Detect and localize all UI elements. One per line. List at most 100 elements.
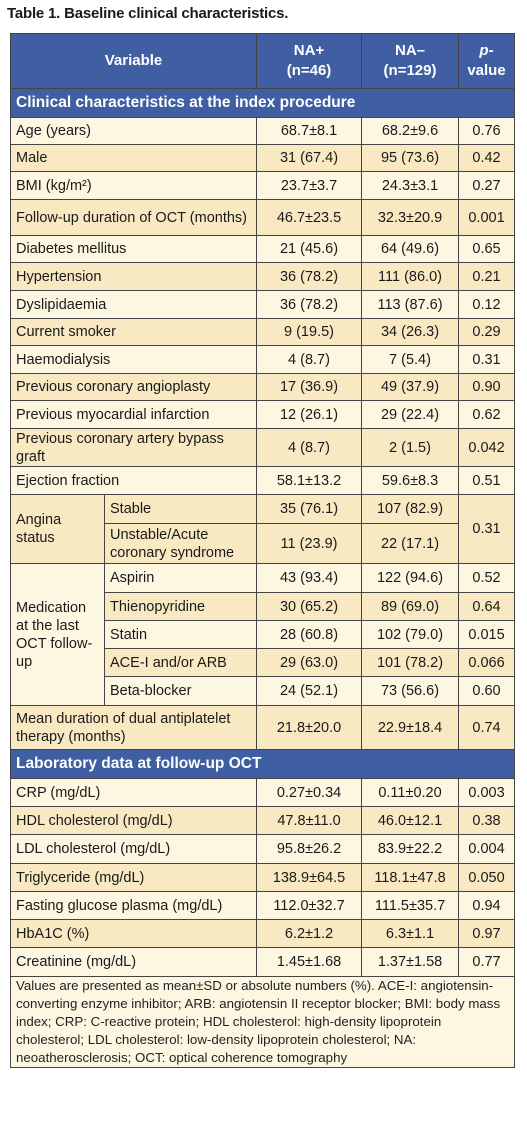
table-row: Diabetes mellitus 21 (45.6) 64 (49.6) 0.65 (9, 235, 516, 263)
p-value: 0.015 (458, 620, 516, 649)
table-row: Male 31 (67.4) 95 (73.6) 0.42 (9, 144, 516, 172)
na-plus-value: 112.0±32.7 (256, 891, 363, 920)
na-plus-value: 1.45±1.68 (256, 947, 363, 977)
table-row: Creatinine (mg/dL) 1.45±1.68 1.37±1.58 0.77 (9, 947, 516, 977)
na-plus-value: 6.2±1.2 (256, 919, 363, 948)
p-value: 0.60 (458, 676, 516, 706)
na-minus-value: 83.9±22.2 (361, 834, 460, 864)
header-na-minus: NA– (n=129) (361, 33, 460, 89)
na-minus-value: 7 (5.4) (361, 345, 460, 374)
row-label: Aspirin (103, 563, 258, 593)
row-label: Diabetes mellitus (9, 235, 258, 263)
table-row: HDL cholesterol (mg/dL) 47.8±11.0 46.0±12.… (9, 806, 516, 835)
row-label: ACE-I and/or ARB (103, 648, 258, 677)
p-value: 0.62 (458, 400, 516, 429)
table-row: Previous myocardial infarction 12 (26.1) 2… (9, 400, 516, 429)
na-minus-value: 113 (87.6) (361, 290, 460, 319)
row-label: Fasting glucose plasma (mg/dL) (9, 891, 258, 920)
na-plus-value: 31 (67.4) (256, 144, 363, 172)
row-label: Previous myocardial infarction (9, 400, 258, 429)
row-label: Mean duration of dual antiplatelet thera… (9, 705, 258, 750)
row-label: LDL cholesterol (mg/dL) (9, 834, 258, 864)
na-plus-value: 30 (65.2) (256, 592, 363, 621)
table-row: Previous coronary angioplasty 17 (36.9) 49… (9, 373, 516, 401)
na-plus-value: 46.7±23.5 (256, 199, 363, 236)
na-plus-value: 21.8±20.0 (256, 705, 363, 750)
row-label: HDL cholesterol (mg/dL) (9, 806, 258, 835)
p-value: 0.29 (458, 318, 516, 346)
na-minus-value: 111.5±35.7 (361, 891, 460, 920)
p-value: 0.042 (458, 428, 516, 467)
row-label: CRP (mg/dL) (9, 778, 258, 807)
na-minus-value: 64 (49.6) (361, 235, 460, 263)
table-row: Statin 28 (60.8) 102 (79.0) 0.015 (11, 620, 516, 649)
na-plus-value: 23.7±3.7 (256, 171, 363, 200)
na-minus-value: 46.0±12.1 (361, 806, 460, 835)
header-row: Variable NA+ (n=46) NA– (n=129) p-value (9, 33, 516, 89)
row-label: Triglyceride (mg/dL) (9, 863, 258, 892)
section-header-row: Laboratory data at follow-up OCT (9, 749, 516, 779)
p-value: 0.050 (458, 863, 516, 892)
p-value: 0.52 (458, 563, 516, 593)
na-plus-value: 29 (63.0) (256, 648, 363, 677)
p-value: 0.001 (458, 199, 516, 236)
table-row: Haemodialysis 4 (8.7) 7 (5.4) 0.31 (9, 345, 516, 374)
na-minus-value: 29 (22.4) (361, 400, 460, 429)
table-row: CRP (mg/dL) 0.27±0.34 0.11±0.20 0.003 (9, 778, 516, 807)
table-row: HbA1C (%) 6.2±1.2 6.3±1.1 0.97 (9, 919, 516, 948)
p-value: 0.38 (458, 806, 516, 835)
na-minus-value: 111 (86.0) (361, 262, 460, 291)
na-minus-value: 1.37±1.58 (361, 947, 460, 977)
row-label: Stable (103, 494, 258, 524)
p-value: 0.31 (458, 345, 516, 374)
row-label: Ejection fraction (9, 466, 258, 495)
group-label-angina: Angina status (10, 494, 105, 564)
table-row: Mean duration of dual antiplatelet thera… (9, 705, 516, 750)
table-row: Beta-blocker 24 (52.1) 73 (56.6) 0.60 (11, 676, 516, 706)
section-title: Laboratory data at follow-up OCT (9, 749, 516, 779)
na-minus-value: 73 (56.6) (361, 676, 460, 706)
na-minus-value: 34 (26.3) (361, 318, 460, 346)
p-value: 0.003 (458, 778, 516, 807)
na-minus-value: 32.3±20.9 (361, 199, 460, 236)
table-row: LDL cholesterol (mg/dL) 95.8±26.2 83.9±22.… (9, 834, 516, 864)
p-value: 0.42 (458, 144, 516, 172)
table-footnote: Values are presented as mean±SD or absol… (9, 976, 516, 1068)
na-minus-value: 122 (94.6) (361, 563, 460, 593)
table-row: Follow-up duration of OCT (months) 46.7±2… (9, 199, 516, 236)
p-value: 0.004 (458, 834, 516, 864)
na-plus-value: 9 (19.5) (256, 318, 363, 346)
p-value: 0.12 (458, 290, 516, 319)
na-minus-value: 102 (79.0) (361, 620, 460, 649)
na-minus-value: 49 (37.9) (361, 373, 460, 401)
na-minus-value: 22 (17.1) (361, 523, 460, 564)
section-title: Clinical characteristics at the index pr… (9, 88, 516, 118)
row-label: Follow-up duration of OCT (months) (9, 199, 258, 236)
table-row: Ejection fraction 58.1±13.2 59.6±8.3 0.51 (9, 466, 516, 495)
row-label: Thienopyridine (103, 592, 258, 621)
na-plus-value: 95.8±26.2 (256, 834, 363, 864)
na-plus-value: 28 (60.8) (256, 620, 363, 649)
na-minus-value: 95 (73.6) (361, 144, 460, 172)
table-row: Previous coronary artery bypass graft 4 (… (9, 428, 516, 467)
table-row: Angina status Stable 35 (76.1) 107 (82.9) 0.… (10, 494, 516, 564)
na-minus-value: 68.2±9.6 (361, 117, 460, 145)
table-row: ACE-I and/or ARB 29 (63.0) 101 (78.2) 0.066 (11, 648, 516, 677)
table-row: Hypertension 36 (78.2) 111 (86.0) 0.21 (9, 262, 516, 291)
na-plus-value: 0.27±0.34 (256, 778, 363, 807)
row-label: Dyslipidaemia (9, 290, 258, 319)
row-label: Previous coronary angioplasty (9, 373, 258, 401)
row-label: Haemodialysis (9, 345, 258, 374)
p-value: 0.27 (458, 171, 516, 200)
na-minus-value: 0.11±0.20 (361, 778, 460, 807)
na-plus-value: 4 (8.7) (256, 345, 363, 374)
p-value: 0.64 (458, 592, 516, 621)
na-plus-value: 4 (8.7) (256, 428, 363, 467)
na-plus-value: 24 (52.1) (256, 676, 363, 706)
na-minus-value: 118.1±47.8 (361, 863, 460, 892)
na-plus-value: 21 (45.6) (256, 235, 363, 263)
table-caption: Table 1. Baseline clinical characteristi… (7, 5, 289, 22)
na-plus-value: 36 (78.2) (256, 290, 363, 319)
section-header-row: Clinical characteristics at the index pr… (9, 88, 516, 118)
na-plus-value: 47.8±11.0 (256, 806, 363, 835)
